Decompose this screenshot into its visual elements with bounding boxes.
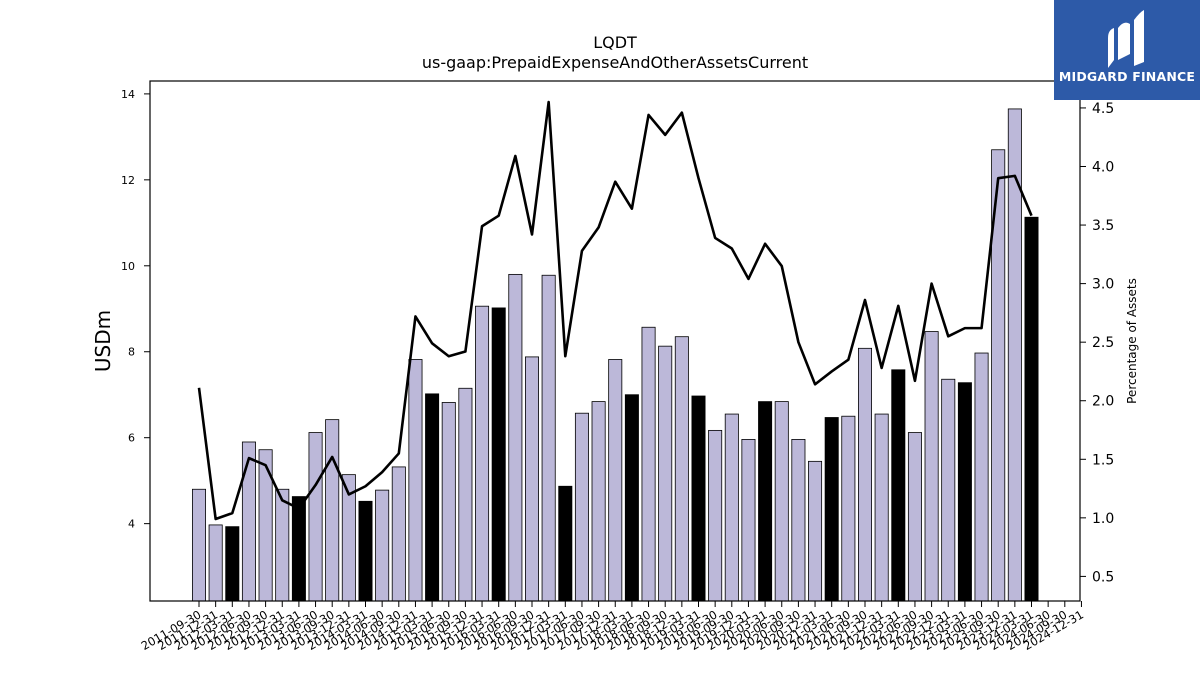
bar (724, 413, 739, 602)
bar (425, 393, 440, 602)
chart-title: LQDT (593, 33, 637, 52)
bar (1024, 216, 1039, 602)
bar (858, 347, 873, 602)
y-tick-label: 6 (128, 432, 135, 445)
bar (574, 412, 589, 602)
bar (824, 417, 839, 602)
chart-subtitle: us-gaap:PrepaidExpenseAndOtherAssetsCurr… (422, 53, 808, 72)
bar (774, 401, 789, 602)
bar (391, 466, 406, 602)
bar (957, 382, 972, 602)
bar (924, 331, 939, 602)
y2-tick-label: 2.0 (1092, 394, 1114, 410)
y2-tick-label: 1.5 (1092, 452, 1114, 468)
bar (791, 439, 806, 602)
bar (541, 274, 556, 602)
bar (874, 413, 889, 602)
bar (291, 496, 306, 602)
logo-text: MIDGARD FINANCE (1058, 69, 1196, 84)
bar (458, 387, 473, 602)
bar (241, 441, 256, 602)
bar (408, 359, 423, 602)
bar (691, 395, 706, 602)
bar (375, 489, 390, 602)
y2-tick-label: 3.5 (1092, 218, 1114, 234)
bar (475, 305, 490, 602)
y-tick-label: 14 (121, 88, 135, 101)
y2-tick-label: 1.0 (1092, 511, 1114, 527)
bar (358, 500, 373, 602)
bar (558, 485, 573, 602)
bar (1007, 108, 1022, 602)
bar (208, 524, 223, 602)
y2-tick-label: 3.0 (1092, 277, 1114, 293)
bar (758, 401, 773, 602)
bar (658, 345, 673, 602)
bar (841, 415, 856, 602)
bar (674, 336, 689, 602)
logo-mark-icon (1108, 10, 1144, 68)
bar (624, 394, 639, 602)
bar (591, 401, 606, 602)
bar (508, 273, 523, 602)
bar (525, 356, 540, 602)
y-tick-label: 8 (128, 346, 135, 359)
y-tick-label: 12 (121, 174, 135, 187)
bar (891, 369, 906, 602)
y2-tick-label: 4.0 (1092, 159, 1114, 175)
series-line-percentage (197, 100, 1033, 521)
y-tick-label: 10 (121, 260, 135, 273)
bar (974, 352, 989, 602)
y-tick-label: 4 (128, 518, 135, 531)
y2-tick-label: 0.5 (1092, 569, 1114, 585)
bar (708, 429, 723, 602)
bar (225, 526, 240, 602)
bar (325, 419, 340, 602)
bar (808, 460, 823, 602)
bar (741, 439, 756, 602)
bar (641, 326, 656, 602)
bar (308, 432, 323, 602)
y2-tick-label: 4.5 (1092, 101, 1114, 117)
bar (608, 359, 623, 602)
bar (275, 488, 290, 602)
bar (941, 378, 956, 602)
midgard-finance-logo: MIDGARD FINANCE (1054, 0, 1200, 100)
bar (491, 307, 506, 602)
y2-axis-label: Percentage of Assets (1125, 278, 1139, 404)
y2-tick-label: 2.5 (1092, 335, 1114, 351)
bar (441, 402, 456, 602)
y-axis-label: USDm (91, 310, 115, 372)
bar (907, 432, 922, 602)
bar (191, 488, 206, 602)
